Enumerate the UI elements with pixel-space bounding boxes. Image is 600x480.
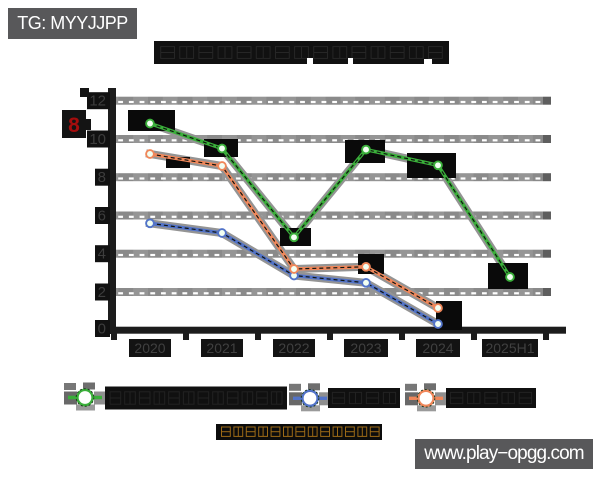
svg-text:6: 6 [98,208,106,225]
svg-text:2022: 2022 [278,340,309,356]
svg-text:8: 8 [68,114,80,137]
svg-text:4: 4 [98,246,106,263]
svg-text:12: 12 [89,93,106,110]
svg-text:2021: 2021 [206,340,237,356]
svg-text:10: 10 [89,131,106,148]
svg-text:2025H1: 2025H1 [485,340,534,356]
svg-text:8: 8 [98,169,106,186]
svg-text:2020: 2020 [134,340,165,356]
svg-text:2023: 2023 [350,340,381,356]
svg-text:0: 0 [98,321,106,338]
svg-text:2024: 2024 [422,340,453,356]
svg-text:2: 2 [98,284,106,301]
